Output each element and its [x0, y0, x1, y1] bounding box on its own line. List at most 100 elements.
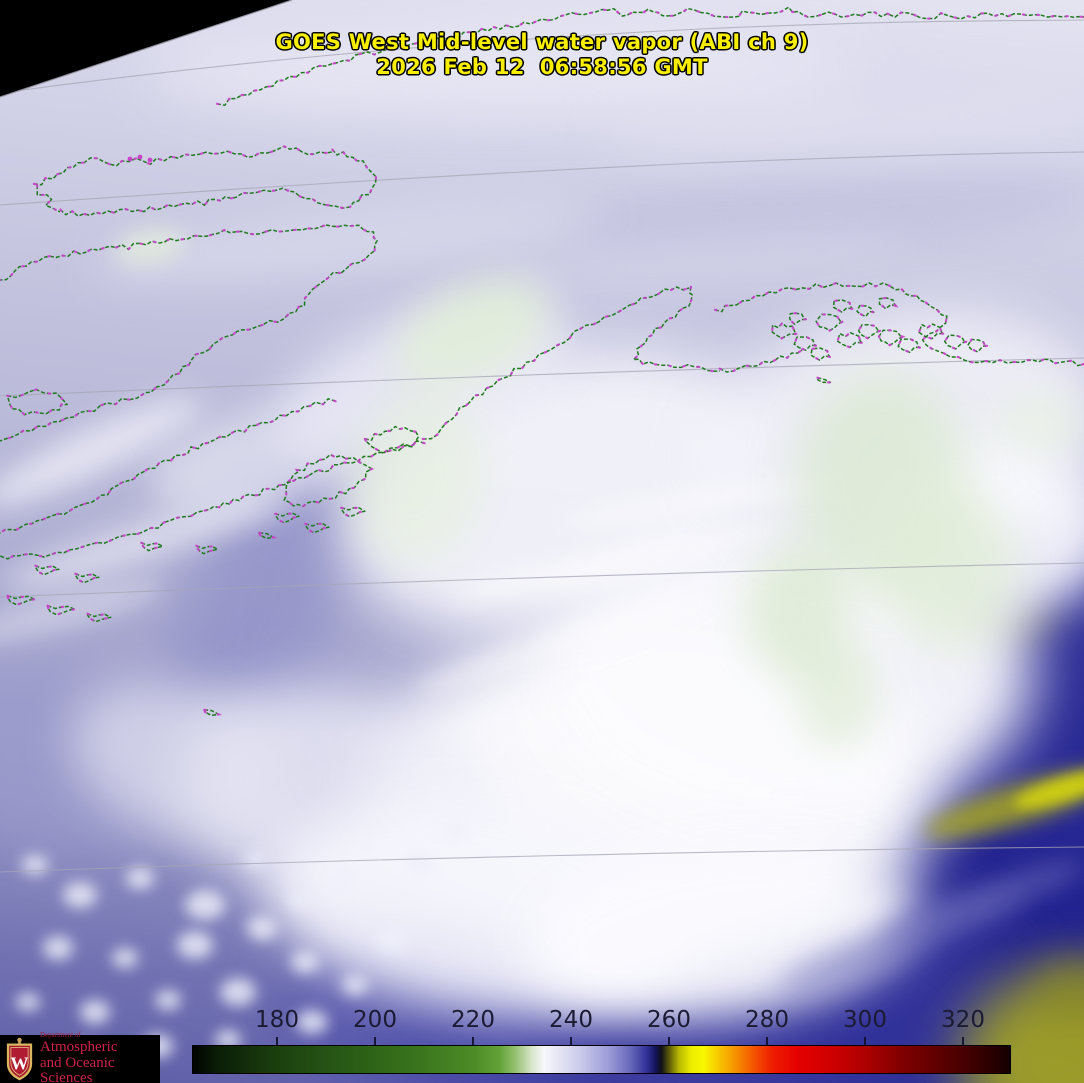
coastal-city-dots [202, 708, 223, 717]
coastline-path [6, 388, 69, 416]
coastline-path [832, 299, 854, 313]
colorbar-tick-label: 280 [745, 1007, 789, 1033]
colorbar-tick-mark [374, 1037, 376, 1045]
colorbar-tick-mark [276, 1037, 278, 1045]
coastal-city-dots [771, 321, 799, 340]
coastline-path [943, 334, 968, 350]
earth-limb-line [0, 0, 293, 98]
coastline-path [836, 331, 863, 349]
coastline-path [86, 612, 112, 623]
title-line-1: GOES West Mid-level water vapor (ABI ch … [275, 30, 809, 54]
city-marker-dot [127, 156, 133, 162]
coastal-city-dots [339, 506, 368, 518]
coastal-city-dots [303, 522, 332, 534]
temperature-colorbar [192, 1045, 1011, 1074]
uw-crest-icon: W [6, 1037, 33, 1081]
coastal-city-dots [139, 540, 166, 552]
coastline-path [422, 286, 690, 440]
coastal-city-dots [857, 323, 884, 340]
coastal-city-dots [943, 334, 971, 351]
coastline-path [714, 282, 1084, 367]
coastline-path [0, 439, 425, 560]
graticule-line [0, 151, 1084, 206]
coastal-city-dots [0, 397, 337, 535]
coastal-city-dots [59, 187, 352, 218]
coastal-city-dots [896, 337, 924, 354]
coastal-city-dots [194, 543, 221, 555]
coastline-path [897, 338, 921, 354]
coastline-path [810, 347, 831, 361]
colorbar-tick-mark [766, 1037, 768, 1045]
graticule-line [0, 19, 1084, 94]
colorbar-tick-mark [472, 1037, 474, 1045]
city-marker-dot [147, 157, 153, 163]
coastline-path [74, 572, 100, 584]
coastal-city-dots [73, 571, 103, 584]
coastal-city-dots [282, 453, 375, 508]
colorbar-tick-label: 320 [941, 1007, 985, 1033]
title-line-2: 2026 Feb 12 06:58:56 GMT [376, 55, 708, 79]
coastline-path [632, 286, 721, 372]
coastal-city-dots [966, 338, 988, 354]
colorbar-tick-mark [962, 1037, 964, 1045]
crest-letter: W [10, 1054, 28, 1074]
coastline-path [771, 322, 798, 340]
colorbar-tick-label: 300 [843, 1007, 887, 1033]
logo-text: Department of Atmospheric and Oceanic Sc… [40, 1032, 160, 1083]
coastline-path [788, 312, 807, 325]
coastal-city-dots [33, 563, 63, 576]
coastline-path [878, 329, 904, 346]
coastline-path [6, 594, 36, 606]
colorbar-tick-mark [668, 1037, 670, 1045]
coastline-path [36, 185, 61, 213]
city-marker-dot [137, 154, 143, 160]
colorbar-tick-label: 220 [451, 1007, 495, 1033]
logo-dept-prefix: Department of [40, 1031, 81, 1039]
coastline-path [364, 425, 420, 454]
coastal-city-dots [718, 348, 804, 374]
coastal-city-dots [0, 223, 379, 443]
coastal-city-dots [814, 313, 846, 332]
coastline-path [0, 397, 336, 534]
coastal-city-dots [421, 285, 691, 441]
coastal-city-dots [630, 285, 722, 373]
coastal-city-dots [215, 5, 1084, 107]
coastline-path [0, 224, 378, 442]
coastline-path [34, 564, 60, 576]
coastline-path [793, 336, 817, 351]
coastline-path [918, 323, 944, 340]
colorbar-tick-label: 240 [549, 1007, 593, 1033]
colorbar-tick-label: 260 [647, 1007, 691, 1033]
coastal-city-dots [331, 148, 378, 209]
colorbar-tick-mark [570, 1037, 572, 1045]
colorbar-tick-mark [864, 1037, 866, 1045]
coastal-city-dots [273, 512, 303, 524]
uw-aos-logo: W Department of Atmospheric and Oceanic … [0, 1032, 160, 1083]
coastal-city-dots [917, 322, 947, 340]
coastline-path [878, 297, 897, 310]
coastal-city-dots [85, 611, 114, 623]
coastline-path [816, 376, 832, 384]
coastal-city-dots [36, 184, 62, 214]
coastal-city-dots [32, 145, 334, 186]
coastal-city-dots [713, 281, 1084, 367]
coastline-path [331, 149, 377, 208]
coastal-city-dots [0, 439, 426, 561]
graticule-line [0, 562, 1084, 598]
coastline-path [857, 323, 881, 340]
coastline-path [33, 145, 333, 186]
coastal-city-dots [836, 331, 865, 349]
coastline-path [856, 304, 875, 318]
logo-dept-line2: and Oceanic Sciences [40, 1055, 115, 1083]
coastline-path [59, 187, 351, 217]
coastal-city-dots [832, 298, 855, 314]
image-title: GOES West Mid-level water vapor (ABI ch … [0, 30, 1084, 80]
coastline-path [46, 604, 76, 616]
coastline-path [815, 313, 844, 332]
coastal-city-dots [257, 531, 278, 540]
coastal-city-dots [809, 346, 833, 362]
colorbar-tick-label: 180 [255, 1007, 299, 1033]
colorbar-tick-label: 200 [353, 1007, 397, 1033]
